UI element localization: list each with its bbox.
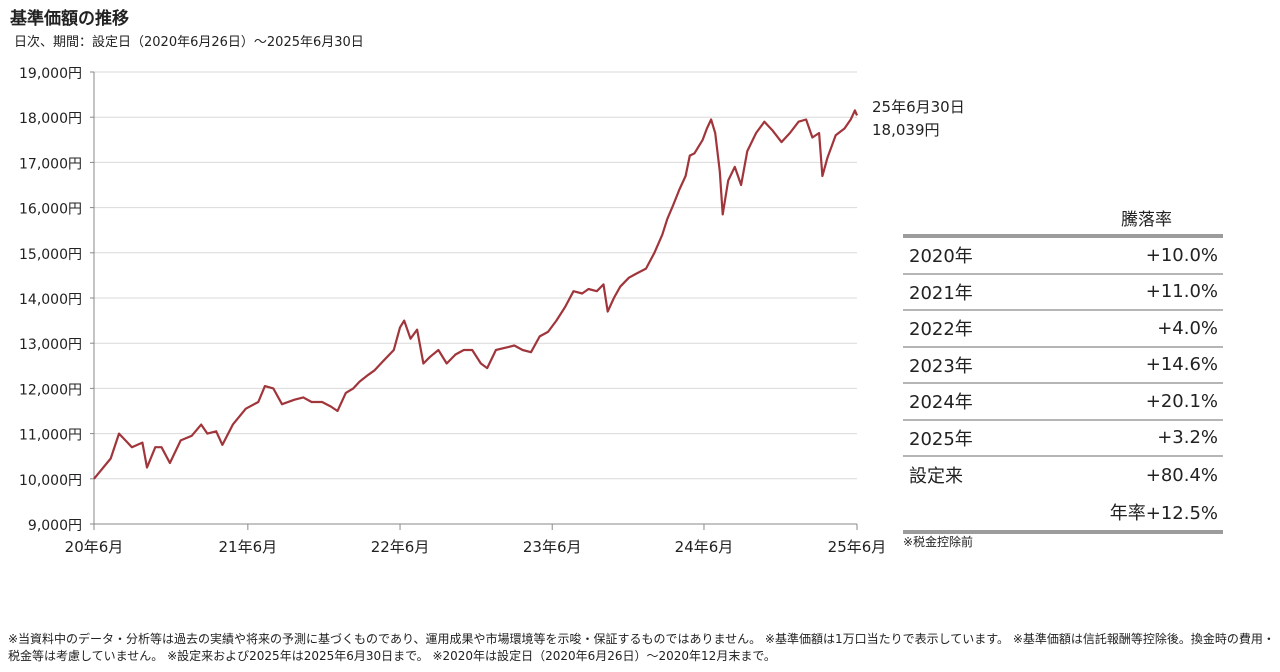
return-annualized-value: 年率+12.5%: [1109, 502, 1218, 524]
y-tick-label: 10,000円: [19, 473, 82, 489]
return-row-2023: 2023年 +14.6%: [903, 348, 1223, 384]
y-tick-label: 15,000円: [19, 247, 82, 263]
y-tick-label: 18,000円: [19, 111, 82, 127]
x-tick-label: 22年6月: [371, 538, 430, 556]
return-row-label: 2024年: [909, 392, 973, 414]
return-row-label: 2023年: [909, 355, 973, 377]
return-row-2025: 2025年 +3.2%: [903, 421, 1223, 457]
return-row-annualized: 年率+12.5%: [903, 494, 1223, 531]
x-tick-label: 25年6月: [828, 538, 887, 556]
page-title: 基準価額の推移: [10, 9, 129, 29]
x-tick-label: 24年6月: [675, 538, 734, 556]
return-row-value: +20.1%: [1145, 390, 1218, 412]
tax-note: ※税金控除前: [903, 535, 974, 549]
return-row-value: +10.0%: [1145, 244, 1218, 266]
return-row-label: 2021年: [909, 282, 973, 304]
x-tick-label: 20年6月: [65, 538, 124, 556]
return-row-2020: 2020年 +10.0%: [903, 238, 1223, 275]
disclaimer-footnote: ※当資料中のデータ・分析等は過去の実績や将来の予測に基づくものであり、運用成果や…: [8, 632, 1275, 663]
chart-subtitle: 日次、期間：設定日（2020年6月26日）～2025年6月30日: [14, 35, 364, 50]
y-tick-label: 16,000円: [19, 202, 82, 218]
y-tick-label: 17,000円: [19, 156, 82, 172]
return-row-value: +14.6%: [1145, 354, 1218, 376]
return-row-2021: 2021年 +11.0%: [903, 275, 1223, 311]
y-tick-label: 13,000円: [19, 337, 82, 353]
return-row-label: 2022年: [909, 319, 973, 341]
return-row-value: +11.0%: [1145, 281, 1218, 303]
return-row-2024: 2024年 +20.1%: [903, 384, 1223, 421]
return-table: 騰落率 2020年 +10.0% 2021年 +11.0% 2022年 +4.0…: [903, 206, 1223, 534]
x-tick-label: 21年6月: [219, 538, 278, 556]
return-row-value: +80.4%: [1145, 464, 1218, 486]
return-row-2022: 2022年 +4.0%: [903, 311, 1223, 348]
y-tick-label: 11,000円: [19, 428, 82, 444]
return-row-since-inception: 設定来 +80.4%: [903, 457, 1223, 494]
y-tick-label: 9,000円: [28, 518, 82, 534]
y-tick-label: 14,000円: [19, 292, 82, 308]
return-row-value: +3.2%: [1157, 427, 1218, 449]
nav-series-line: [93, 109, 859, 480]
last-value-annotation: 18,039円: [872, 121, 940, 139]
return-table-body: 2020年 +10.0% 2021年 +11.0% 2022年 +4.0% 20…: [903, 234, 1223, 534]
y-tick-label: 12,000円: [19, 382, 82, 398]
return-row-value: +4.0%: [1157, 317, 1218, 339]
x-tick-label: 23年6月: [523, 538, 582, 556]
y-tick-label: 19,000円: [19, 66, 82, 82]
last-date-annotation: 25年6月30日: [872, 98, 965, 116]
return-row-label: 2020年: [909, 246, 973, 268]
return-table-header: 騰落率: [1121, 210, 1172, 230]
return-row-label: 設定来: [909, 466, 963, 488]
return-row-label: 2025年: [909, 428, 973, 450]
